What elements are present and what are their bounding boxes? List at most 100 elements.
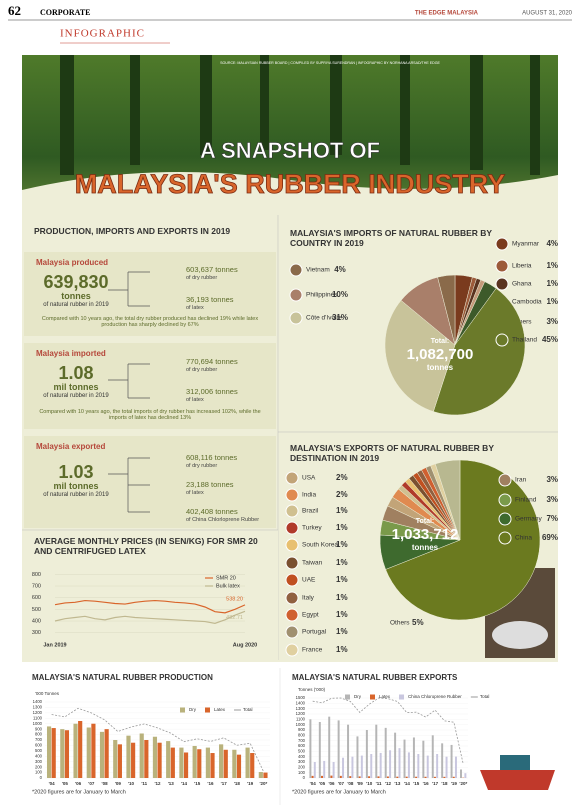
- y-tick-label: 1400: [296, 700, 306, 705]
- bar: [64, 730, 70, 778]
- bar: [179, 747, 184, 778]
- bar: [356, 736, 359, 778]
- bar: [412, 737, 415, 778]
- slice-value: 1%: [336, 506, 348, 515]
- y-axis-label: Tonnes ('000): [298, 687, 326, 692]
- y-tick-label: 500: [298, 748, 306, 753]
- x-tick-label: '14: [404, 781, 411, 786]
- flag: [285, 521, 299, 535]
- slice-name: Italy: [302, 595, 315, 602]
- total-line: [312, 697, 464, 765]
- bar: [389, 750, 392, 778]
- end-label: 482.71: [226, 615, 243, 621]
- flag: [289, 311, 303, 325]
- date: AUGUST 31, 2020: [522, 11, 573, 17]
- slice-value: 10%: [332, 290, 348, 299]
- total-label: Total:: [416, 518, 435, 525]
- bar: [386, 776, 389, 778]
- slice-value: 7%: [546, 514, 558, 523]
- slice-name: Philippines: [306, 292, 338, 299]
- price-line: [54, 599, 246, 614]
- bar: [441, 743, 444, 778]
- bar: [460, 769, 462, 778]
- y-tick-label: 600: [32, 595, 41, 601]
- bar: [351, 756, 354, 778]
- flag: [285, 488, 299, 502]
- bar: [245, 747, 250, 778]
- slice-value: 1%: [546, 261, 558, 270]
- flag: [285, 556, 299, 570]
- flag: [495, 259, 509, 273]
- flag: [498, 512, 512, 526]
- bar: [330, 775, 333, 778]
- y-tick-label: 1100: [33, 715, 43, 720]
- x-tick-label: '20*: [459, 781, 467, 786]
- x-tick-label: '12: [154, 781, 161, 786]
- slice-value: 4%: [546, 239, 558, 248]
- bar: [192, 745, 197, 778]
- bar: [152, 736, 158, 778]
- slice-name: Côte d'Ivoire: [306, 315, 343, 322]
- y-tick-label: 400: [35, 753, 43, 758]
- flag: [498, 531, 512, 545]
- section: CORPORATE: [40, 8, 91, 17]
- x-tick-label: '19: [247, 781, 254, 786]
- bar: [232, 749, 237, 778]
- bar: [349, 776, 352, 778]
- item-amount: 312,006 tonnes: [186, 387, 238, 396]
- legend-swatch: [205, 707, 210, 713]
- x-tick-label: '10: [128, 781, 135, 786]
- x-tick-label: '12: [385, 781, 392, 786]
- slice-value: 1%: [336, 593, 348, 602]
- slice-name: USA: [302, 475, 316, 482]
- note: Compared with 10 years ago, the total dr…: [41, 316, 259, 328]
- y-tick-label: 1300: [296, 706, 306, 711]
- big-unit: mil tonnes: [53, 382, 99, 392]
- block-label: Malaysia imported: [36, 349, 106, 358]
- y-tick-label: 900: [35, 726, 43, 731]
- bar: [46, 726, 52, 778]
- y-tick-label: 400: [32, 618, 41, 624]
- block-bg: [24, 343, 276, 429]
- y-axis-label: '000 Tonnes: [35, 691, 60, 696]
- slice-name: India: [302, 492, 316, 499]
- bar: [347, 724, 350, 778]
- bar: [342, 757, 345, 778]
- total-value: 1,082,700: [407, 346, 474, 363]
- x-tick-label: '16: [207, 781, 214, 786]
- slice-name: Germany: [515, 516, 542, 523]
- footnote: *2020 figures are for January to March: [292, 789, 386, 795]
- slice-name: Cambodia: [512, 299, 542, 306]
- source: SOURCE: MALAYSIAN RUBBER BOARD | COMPILE…: [220, 61, 440, 65]
- item-desc: of China Chlorloprene Rubber: [186, 517, 260, 523]
- bar: [223, 749, 228, 778]
- item-desc: of latex: [186, 397, 204, 403]
- item-amount: 36,193 tonnes: [186, 295, 234, 304]
- chart-title: MALAYSIA'S NATURAL RUBBER PRODUCTION: [32, 673, 213, 682]
- x-tick-label: '05: [319, 781, 326, 786]
- block-label: Malaysia produced: [36, 258, 109, 267]
- slice-value: 1%: [546, 279, 558, 288]
- slice-value: 1%: [546, 297, 558, 306]
- chart-title: MALAYSIA'S NATURAL RUBBER EXPORTS: [292, 673, 458, 682]
- bar: [360, 755, 363, 778]
- bar: [332, 762, 335, 778]
- flag: [285, 625, 299, 639]
- bar: [210, 753, 215, 778]
- bar: [104, 729, 109, 778]
- bar: [311, 775, 314, 778]
- legend-label: Total: [480, 694, 490, 699]
- bar: [219, 744, 224, 778]
- bar: [166, 741, 171, 778]
- title-1: A SNAPSHOT OF: [200, 138, 380, 163]
- item-desc: of dry rubber: [186, 275, 218, 281]
- note: Compared with 10 years ago, the total im…: [39, 409, 261, 421]
- bar: [309, 719, 312, 778]
- big-desc: of natural rubber in 2019: [43, 492, 109, 498]
- legend-swatch: [399, 694, 405, 700]
- y-tick-label: 800: [298, 732, 306, 737]
- flag: [285, 573, 299, 587]
- item-amount: 402,408 tonnes: [186, 507, 238, 516]
- y-tick-label: 1500: [296, 695, 306, 700]
